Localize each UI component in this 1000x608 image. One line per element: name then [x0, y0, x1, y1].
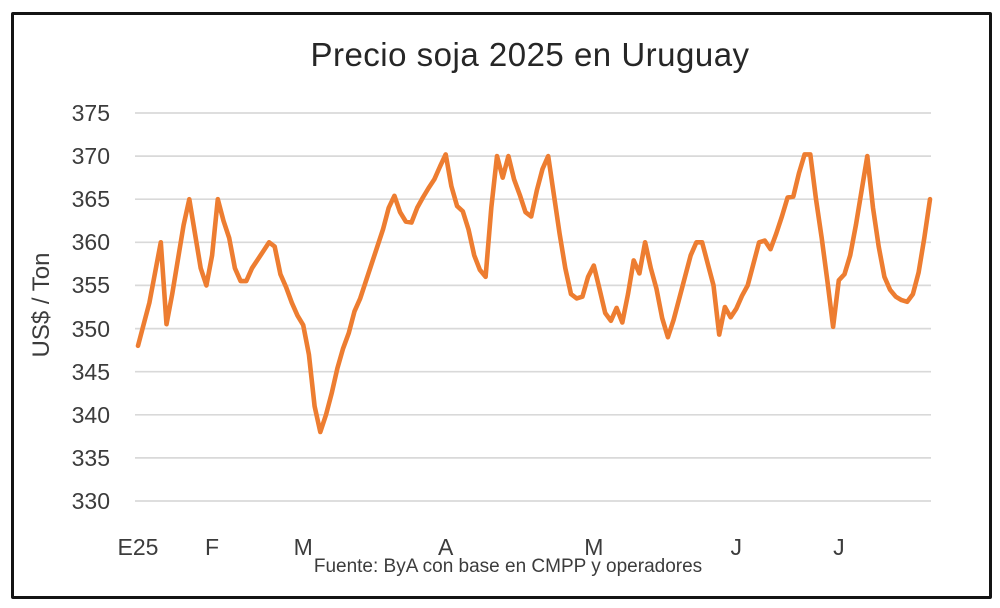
x-tick-label: J: [833, 534, 845, 560]
y-axis-title: US$ / Ton: [28, 252, 55, 358]
x-tick-label: M: [584, 534, 604, 560]
x-tick-label: J: [730, 534, 743, 560]
y-tick-label: 350: [71, 315, 110, 342]
gridlines: [135, 112, 931, 502]
y-tick-label: 375: [71, 100, 110, 126]
source-note: Fuente: ByA con base en CMPP y operadore…: [313, 556, 703, 577]
price-line: [135, 152, 933, 435]
y-tick-label: 365: [71, 186, 110, 213]
y-tick-label: 370: [71, 143, 110, 170]
chart-title: Precio soja 2025 en Uruguay: [310, 36, 750, 73]
y-tick-label: 335: [71, 444, 110, 471]
price-line-series: [135, 152, 933, 435]
y-tick-label: 330: [71, 488, 110, 514]
y-tick-label: 360: [71, 229, 110, 256]
x-tick-label: M: [293, 534, 313, 560]
x-tick-label: E25: [117, 534, 159, 560]
y-tick-label: 345: [71, 358, 110, 385]
y-tick-label: 340: [71, 401, 110, 428]
x-tick-label: F: [205, 534, 220, 560]
y-tick-label: 355: [71, 272, 110, 299]
x-tick-label: A: [438, 534, 454, 560]
